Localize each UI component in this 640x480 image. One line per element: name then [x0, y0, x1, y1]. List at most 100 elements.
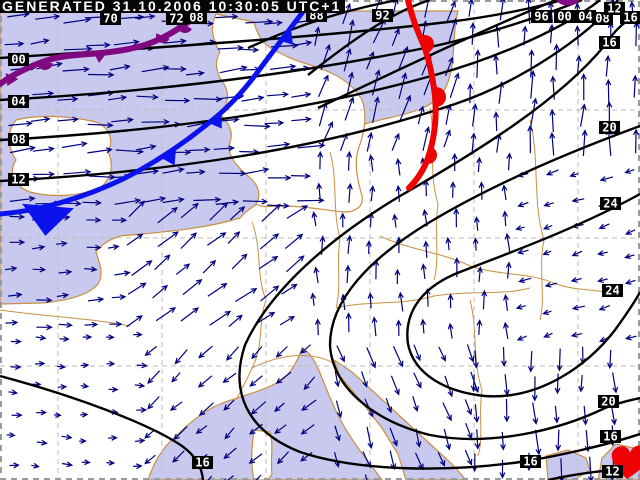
front-triangle [277, 28, 293, 45]
wind-arrow [171, 372, 181, 383]
wind-arrow [543, 332, 553, 338]
front-semicircle [436, 87, 446, 107]
wind-arrow [449, 72, 460, 98]
wind-arrow [9, 195, 36, 202]
wind-arrow [449, 181, 456, 198]
svg-text:72: 72 [169, 12, 183, 26]
wind-arrow [582, 405, 589, 426]
wind-arrow [570, 331, 583, 338]
wind-arrow [320, 120, 334, 147]
wind-arrow [248, 453, 263, 464]
border-pyrenees [0, 309, 131, 327]
contour-label: 04 [575, 10, 596, 24]
contour-c24-ridge [406, 192, 640, 398]
wind-arrow [542, 249, 552, 256]
wind-arrow [86, 244, 102, 251]
wind-arrow [86, 217, 102, 224]
wind-arrow [241, 95, 265, 102]
wind-arrow [113, 39, 140, 46]
wind-arrow [31, 462, 40, 469]
wind-arrow [291, 116, 312, 123]
wind-arrow [555, 429, 562, 452]
wind-arrow [389, 450, 397, 471]
wind-arrow [571, 304, 586, 311]
wind-arrow [266, 91, 290, 98]
wind-arrow [442, 402, 452, 422]
wind-arrow [316, 182, 323, 202]
svg-text:20: 20 [602, 121, 616, 135]
wind-arrow [32, 171, 56, 178]
wind-arrow [313, 266, 320, 283]
wind-arrow [366, 347, 376, 369]
wind-arrow [466, 344, 475, 363]
wind-arrow [366, 51, 375, 70]
wind-arrow [339, 212, 346, 228]
wind-arrow [527, 124, 534, 154]
wind-arrow [207, 282, 228, 297]
svg-text:08: 08 [189, 11, 203, 25]
wind-arrow [231, 253, 248, 270]
contour-label: 24 [600, 197, 621, 211]
wind-arrow [147, 396, 160, 410]
svg-text:24: 24 [603, 197, 617, 211]
wind-arrow [464, 399, 473, 416]
wind-arrow [55, 240, 68, 247]
wind-arrow [580, 73, 587, 101]
wind-arrow [172, 450, 185, 463]
wind-arrow [257, 311, 276, 324]
wind-arrow [56, 292, 70, 299]
wind-arrow [174, 349, 188, 365]
wind-arrow [481, 289, 488, 310]
wind-arrow [222, 372, 237, 383]
wind-arrow [4, 40, 25, 47]
wind-arrow [223, 399, 235, 411]
svg-text:04: 04 [578, 10, 592, 24]
svg-text:16: 16 [195, 456, 209, 470]
wind-arrow [63, 169, 92, 176]
wind-arrow [470, 374, 477, 393]
wind-arrow [599, 176, 614, 182]
wind-arrow [569, 171, 579, 178]
wind-arrow [598, 223, 610, 229]
wind-arrow [437, 452, 446, 467]
wind-arrow [291, 40, 313, 47]
front-triangle [160, 148, 176, 166]
wind-arrow [8, 120, 33, 127]
wind-arrow [515, 304, 526, 310]
wind-arrow [477, 266, 483, 283]
contour-label: 12 [8, 173, 29, 187]
wind-arrow [35, 334, 47, 341]
wind-arrow [264, 120, 285, 127]
svg-text:00: 00 [557, 10, 571, 24]
wind-arrow [389, 427, 398, 447]
wind-arrow [438, 346, 446, 362]
wind-arrow [106, 360, 116, 367]
wind-arrow [372, 96, 380, 124]
wind-arrow [32, 244, 46, 251]
wind-arrow [61, 461, 74, 468]
wind-arrow [162, 197, 185, 204]
wind-arrow [270, 63, 297, 70]
contour-label: 04 [8, 95, 29, 109]
svg-text:00: 00 [11, 53, 25, 67]
wind-arrow [413, 344, 421, 362]
wind-arrow [394, 268, 401, 285]
wind-arrow [624, 279, 636, 285]
wind-arrow [443, 428, 452, 451]
wind-arrow [135, 437, 146, 444]
wind-arrow [399, 94, 412, 122]
wind-arrow [193, 196, 222, 203]
contour-c12 [0, 0, 619, 183]
wind-arrow [587, 456, 594, 480]
wind-arrow [260, 285, 280, 302]
wind-arrow [54, 412, 62, 418]
wind-arrow [115, 148, 145, 155]
wind-arrow [223, 447, 237, 460]
cold-front [0, 0, 315, 236]
wind-arrow [133, 463, 143, 470]
wind-arrow [342, 2, 351, 25]
wind-arrow [515, 225, 525, 231]
wind-arrow [157, 231, 179, 248]
wind-arrow [478, 181, 485, 200]
wind-arrow [173, 425, 188, 441]
